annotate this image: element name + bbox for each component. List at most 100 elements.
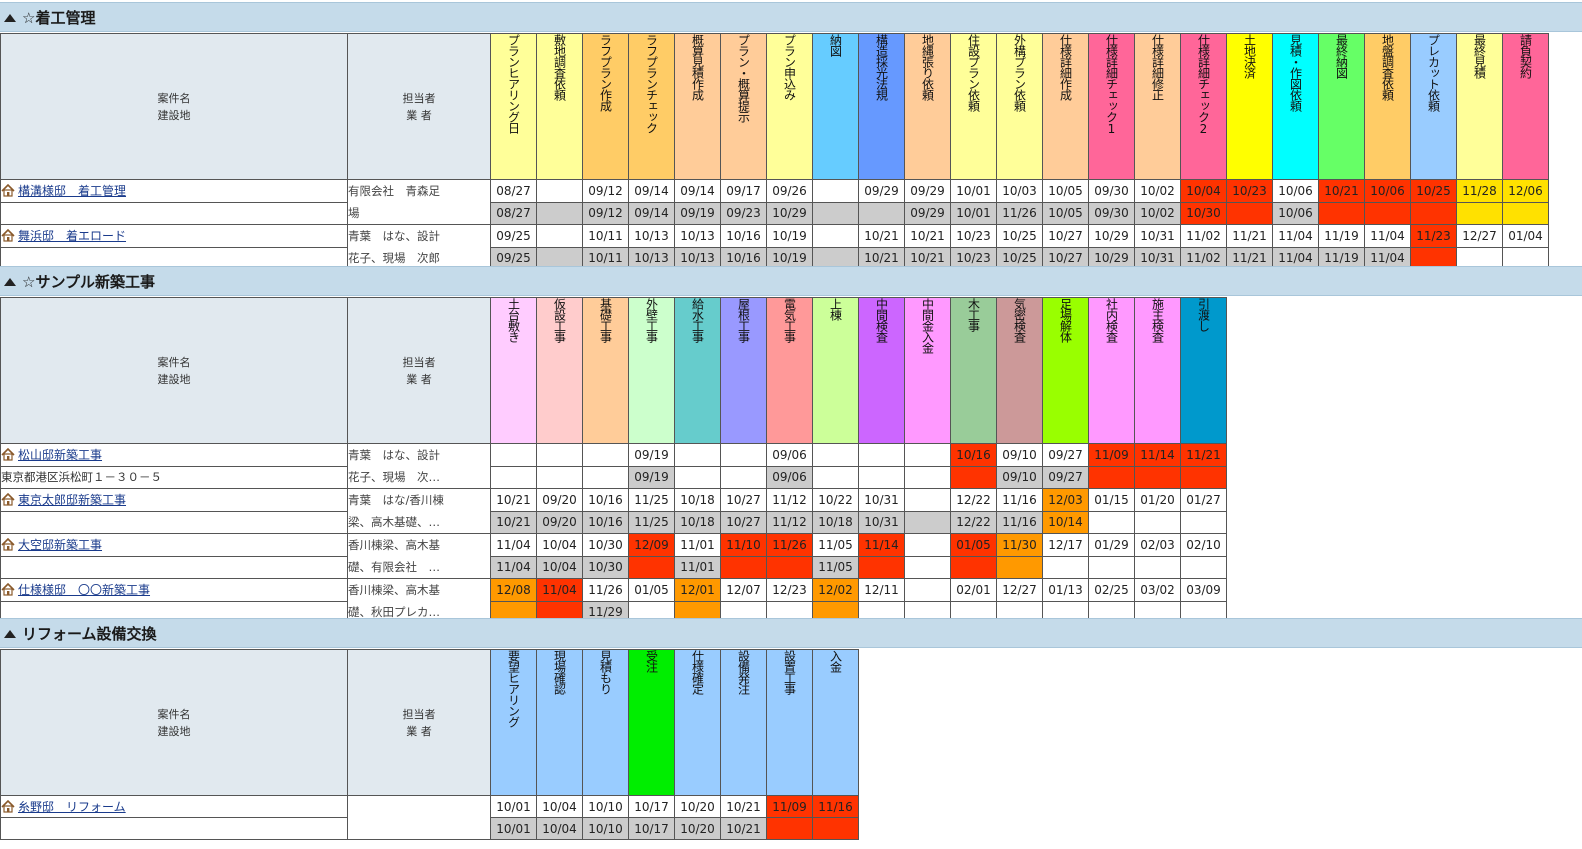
plan-date-cell[interactable]: 09/29	[858, 179, 905, 203]
stage-header[interactable]: 社内検査	[1088, 297, 1135, 444]
actual-date-cell[interactable]: 10/21	[858, 246, 905, 270]
stage-header[interactable]: 外壁工事	[628, 297, 675, 444]
plan-date-cell[interactable]: 12/01	[674, 578, 721, 602]
actual-date-cell[interactable]	[1088, 465, 1135, 489]
actual-date-cell[interactable]	[720, 555, 767, 579]
plan-date-cell[interactable]: 12/23	[766, 578, 813, 602]
plan-date-cell[interactable]: 09/17	[720, 179, 767, 203]
stage-header[interactable]: 設備発注	[720, 649, 767, 796]
section-header[interactable]: ☆着工管理	[0, 2, 1582, 32]
plan-date-cell[interactable]: 02/10	[1180, 533, 1227, 557]
plan-date-cell[interactable]: 11/05	[812, 533, 859, 557]
actual-date-cell[interactable]	[1088, 555, 1135, 579]
stage-header[interactable]: 請負契約	[1502, 33, 1549, 180]
stage-header[interactable]: 仕様確定	[674, 649, 721, 796]
actual-date-cell[interactable]: 09/14	[628, 201, 675, 225]
project-link[interactable]: 松山邸新築工事	[18, 448, 103, 463]
actual-date-cell[interactable]: 11/16	[996, 510, 1043, 534]
actual-date-cell[interactable]: 08/27	[490, 201, 537, 225]
stage-header[interactable]: 外構プラン依頼	[996, 33, 1043, 180]
actual-date-cell[interactable]	[950, 555, 997, 579]
plan-date-cell[interactable]: 12/07	[720, 578, 767, 602]
actual-date-cell[interactable]	[1226, 201, 1273, 225]
plan-date-cell[interactable]: 01/20	[1134, 488, 1181, 512]
stage-header[interactable]: 地盤調査依頼	[1364, 33, 1411, 180]
actual-date-cell[interactable]: 09/10	[996, 465, 1043, 489]
plan-date-cell[interactable]: 10/31	[1134, 224, 1181, 248]
plan-date-cell[interactable]: 09/19	[628, 443, 675, 467]
plan-date-cell[interactable]: 12/11	[858, 578, 905, 602]
plan-date-cell[interactable]: 11/04	[1364, 224, 1411, 248]
plan-date-cell[interactable]: 11/14	[858, 533, 905, 557]
plan-date-cell[interactable]	[490, 443, 537, 467]
actual-date-cell[interactable]	[1088, 510, 1135, 534]
plan-date-cell[interactable]: 10/30	[582, 533, 629, 557]
actual-date-cell[interactable]	[1410, 201, 1457, 225]
actual-date-cell[interactable]: 10/27	[1042, 246, 1089, 270]
actual-date-cell[interactable]: 10/10	[582, 817, 629, 840]
plan-date-cell[interactable]: 10/06	[1272, 179, 1319, 203]
plan-date-cell[interactable]: 11/21	[1226, 224, 1273, 248]
plan-date-cell[interactable]: 10/10	[582, 795, 629, 818]
actual-date-cell[interactable]: 11/04	[490, 555, 537, 579]
stage-header[interactable]: 中間金入金	[904, 297, 951, 444]
actual-date-cell[interactable]	[536, 201, 583, 225]
plan-date-cell[interactable]: 11/04	[536, 578, 583, 602]
plan-date-cell[interactable]: 11/26	[582, 578, 629, 602]
actual-date-cell[interactable]	[1318, 201, 1365, 225]
plan-date-cell[interactable]: 11/01	[674, 533, 721, 557]
collapse-triangle-icon[interactable]	[4, 278, 16, 286]
stage-header[interactable]: プレカット依頼	[1410, 33, 1457, 180]
plan-date-cell[interactable]	[904, 578, 951, 602]
actual-date-cell[interactable]	[1456, 201, 1503, 225]
plan-date-cell[interactable]: 10/04	[536, 533, 583, 557]
plan-date-cell[interactable]: 09/30	[1088, 179, 1135, 203]
plan-date-cell[interactable]: 11/16	[996, 488, 1043, 512]
actual-date-cell[interactable]	[858, 201, 905, 225]
actual-date-cell[interactable]: 09/29	[904, 201, 951, 225]
collapse-triangle-icon[interactable]	[4, 630, 16, 638]
plan-date-cell[interactable]: 10/16	[582, 488, 629, 512]
plan-date-cell[interactable]: 01/27	[1180, 488, 1227, 512]
stage-header[interactable]: 受注	[628, 649, 675, 796]
stage-header[interactable]: 土地決済	[1226, 33, 1273, 180]
plan-date-cell[interactable]	[536, 224, 583, 248]
plan-date-cell[interactable]: 01/13	[1042, 578, 1089, 602]
plan-date-cell[interactable]: 11/02	[1180, 224, 1227, 248]
plan-date-cell[interactable]: 12/27	[996, 578, 1043, 602]
plan-date-cell[interactable]: 10/23	[1226, 179, 1273, 203]
actual-date-cell[interactable]: 12/22	[950, 510, 997, 534]
project-link[interactable]: 東京太郎邸新築工事	[18, 493, 127, 508]
section-header[interactable]: リフォーム設備交換	[0, 618, 1582, 648]
plan-date-cell[interactable]: 10/21	[904, 224, 951, 248]
actual-date-cell[interactable]	[1502, 201, 1549, 225]
project-link[interactable]: 大空邸新築工事	[18, 538, 103, 553]
actual-date-cell[interactable]	[1134, 555, 1181, 579]
stage-header[interactable]: 現場確認	[536, 649, 583, 796]
actual-date-cell[interactable]	[674, 465, 721, 489]
stage-header[interactable]: 要望ヒアリング	[490, 649, 537, 796]
actual-date-cell[interactable]: 10/14	[1042, 510, 1089, 534]
plan-date-cell[interactable]: 10/23	[950, 224, 997, 248]
plan-date-cell[interactable]: 10/03	[996, 179, 1043, 203]
stage-header[interactable]: ラフプランチェック	[628, 33, 675, 180]
stage-header[interactable]: 地縄張り依頼	[904, 33, 951, 180]
project-link[interactable]: 仕様様邸 〇〇新築工事	[18, 583, 151, 598]
stage-header[interactable]: プランヒアリング日	[490, 33, 537, 180]
actual-date-cell[interactable]: 10/29	[1088, 246, 1135, 270]
actual-date-cell[interactable]: 10/29	[766, 201, 813, 225]
plan-date-cell[interactable]: 01/04	[1502, 224, 1549, 248]
plan-date-cell[interactable]: 10/19	[766, 224, 813, 248]
project-link[interactable]: 舞浜邸 着エロード	[18, 229, 127, 244]
plan-date-cell[interactable]: 01/05	[950, 533, 997, 557]
stage-header[interactable]: 気密検査	[996, 297, 1043, 444]
actual-date-cell[interactable]: 10/01	[490, 817, 537, 840]
plan-date-cell[interactable]: 09/12	[582, 179, 629, 203]
actual-date-cell[interactable]: 10/04	[536, 555, 583, 579]
actual-date-cell[interactable]	[812, 817, 859, 840]
plan-date-cell[interactable]	[720, 443, 767, 467]
plan-date-cell[interactable]: 09/20	[536, 488, 583, 512]
actual-date-cell[interactable]: 09/20	[536, 510, 583, 534]
plan-date-cell[interactable]: 09/29	[904, 179, 951, 203]
plan-date-cell[interactable]: 11/10	[720, 533, 767, 557]
